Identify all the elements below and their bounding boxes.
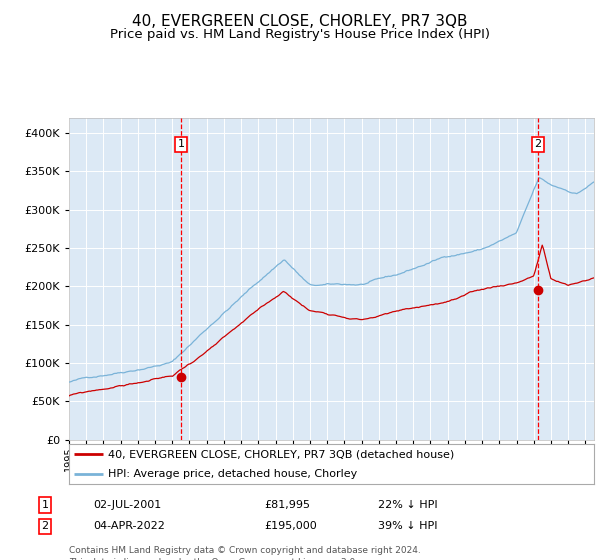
Text: 40, EVERGREEN CLOSE, CHORLEY, PR7 3QB (detached house): 40, EVERGREEN CLOSE, CHORLEY, PR7 3QB (d… [109, 449, 455, 459]
Text: HPI: Average price, detached house, Chorley: HPI: Average price, detached house, Chor… [109, 469, 358, 479]
Text: 22% ↓ HPI: 22% ↓ HPI [378, 500, 437, 510]
Text: £81,995: £81,995 [264, 500, 310, 510]
Text: Price paid vs. HM Land Registry's House Price Index (HPI): Price paid vs. HM Land Registry's House … [110, 28, 490, 41]
Text: Contains HM Land Registry data © Crown copyright and database right 2024.
This d: Contains HM Land Registry data © Crown c… [69, 546, 421, 560]
Text: 1: 1 [41, 500, 49, 510]
Text: £195,000: £195,000 [264, 521, 317, 531]
Text: 02-JUL-2001: 02-JUL-2001 [93, 500, 161, 510]
Text: 1: 1 [178, 139, 184, 150]
Text: 2: 2 [41, 521, 49, 531]
Text: 40, EVERGREEN CLOSE, CHORLEY, PR7 3QB: 40, EVERGREEN CLOSE, CHORLEY, PR7 3QB [132, 14, 468, 29]
Text: 39% ↓ HPI: 39% ↓ HPI [378, 521, 437, 531]
Text: 2: 2 [535, 139, 542, 150]
Text: 04-APR-2022: 04-APR-2022 [93, 521, 165, 531]
